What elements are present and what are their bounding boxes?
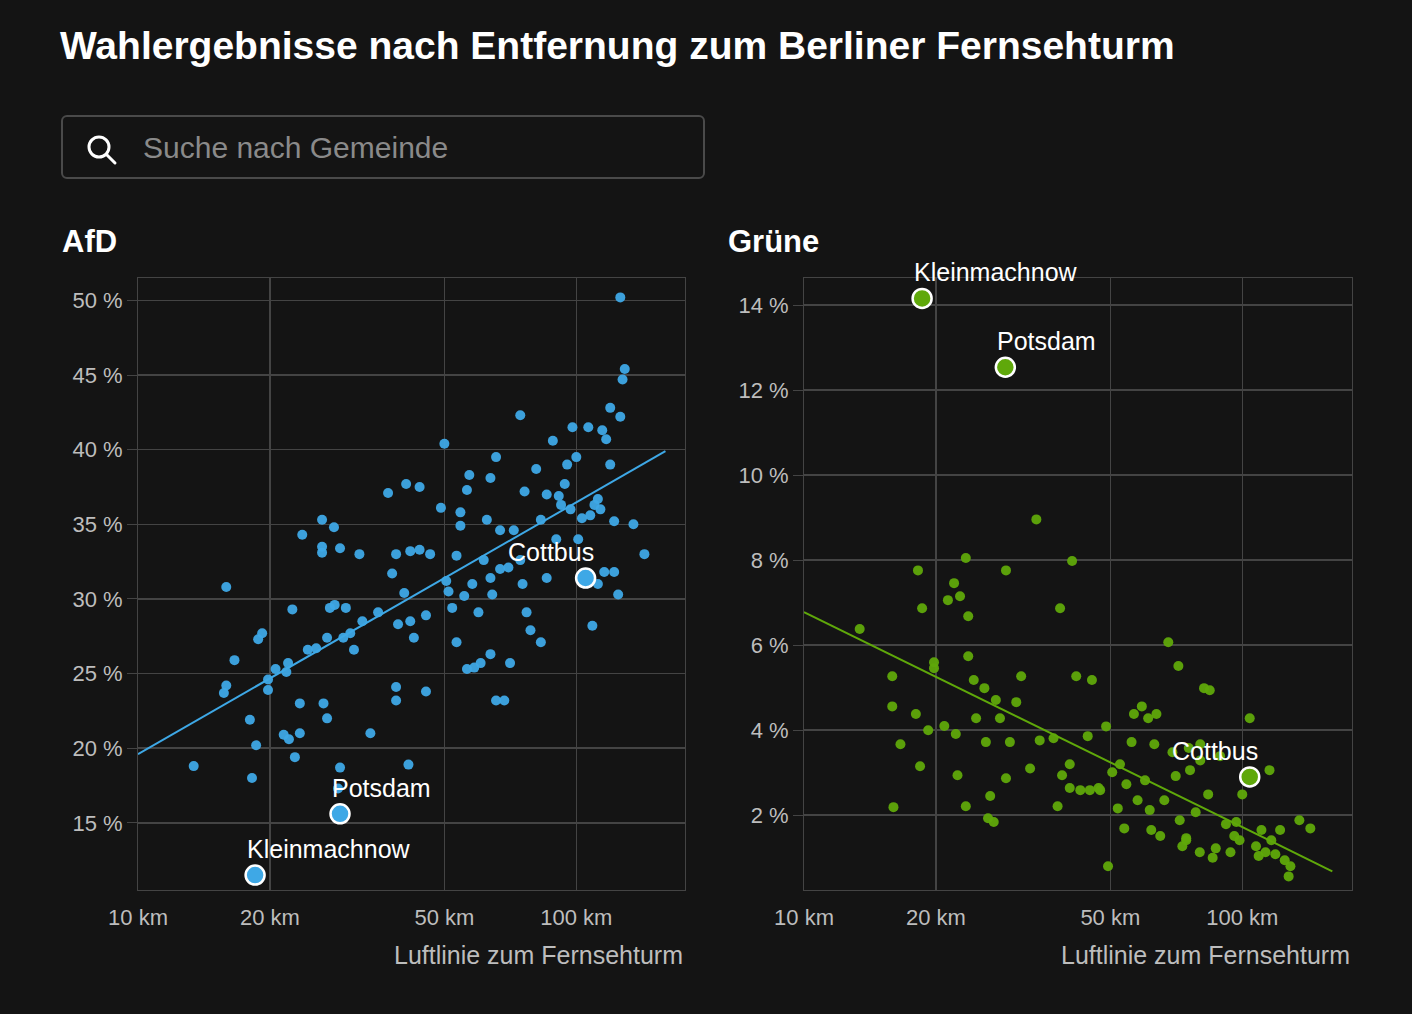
svg-text:Luftlinie zum Fernsehturm: Luftlinie zum Fernsehturm (1061, 941, 1350, 969)
svg-text:Potsdam: Potsdam (997, 327, 1096, 355)
svg-text:50 km: 50 km (414, 905, 474, 930)
svg-text:40 %: 40 % (72, 437, 122, 462)
svg-text:Cottbus: Cottbus (508, 538, 594, 566)
svg-text:Potsdam: Potsdam (332, 774, 431, 802)
svg-text:14 %: 14 % (738, 293, 788, 318)
svg-text:25 %: 25 % (72, 661, 122, 686)
svg-text:Kleinmachnow: Kleinmachnow (914, 258, 1078, 286)
svg-text:20 km: 20 km (906, 905, 966, 930)
svg-text:30 %: 30 % (72, 587, 122, 612)
svg-text:15 %: 15 % (72, 811, 122, 836)
svg-text:6 %: 6 % (751, 633, 789, 658)
svg-text:8 %: 8 % (751, 548, 789, 573)
html-text:Suche nach Gemeinde: Suche nach Gemeinde (143, 131, 449, 164)
svg-text:Cottbus: Cottbus (1172, 737, 1258, 765)
svg-text:20 %: 20 % (72, 736, 122, 761)
svg-text:10 %: 10 % (738, 463, 788, 488)
svg-text:Kleinmachnow: Kleinmachnow (247, 835, 411, 863)
svg-text:10 km: 10 km (774, 905, 834, 930)
svg-text:Grüne: Grüne (728, 224, 819, 259)
svg-text:4 %: 4 % (751, 718, 789, 743)
svg-text:45 %: 45 % (72, 363, 122, 388)
svg-text:2 %: 2 % (751, 803, 789, 828)
svg-text:100 km: 100 km (540, 905, 612, 930)
svg-text:20 km: 20 km (240, 905, 300, 930)
svg-text:AfD: AfD (62, 224, 117, 259)
svg-text:10 km: 10 km (108, 905, 168, 930)
svg-text:50 %: 50 % (72, 288, 122, 313)
svg-text:100 km: 100 km (1206, 905, 1278, 930)
svg-text:Luftlinie zum Fernsehturm: Luftlinie zum Fernsehturm (394, 941, 683, 969)
svg-text:12 %: 12 % (738, 378, 788, 403)
svg-text:35 %: 35 % (72, 512, 122, 537)
svg-text:50 km: 50 km (1080, 905, 1140, 930)
html-text:Wahlergebnisse nach Entfernung: Wahlergebnisse nach Entfernung zum Berli… (60, 24, 1175, 67)
